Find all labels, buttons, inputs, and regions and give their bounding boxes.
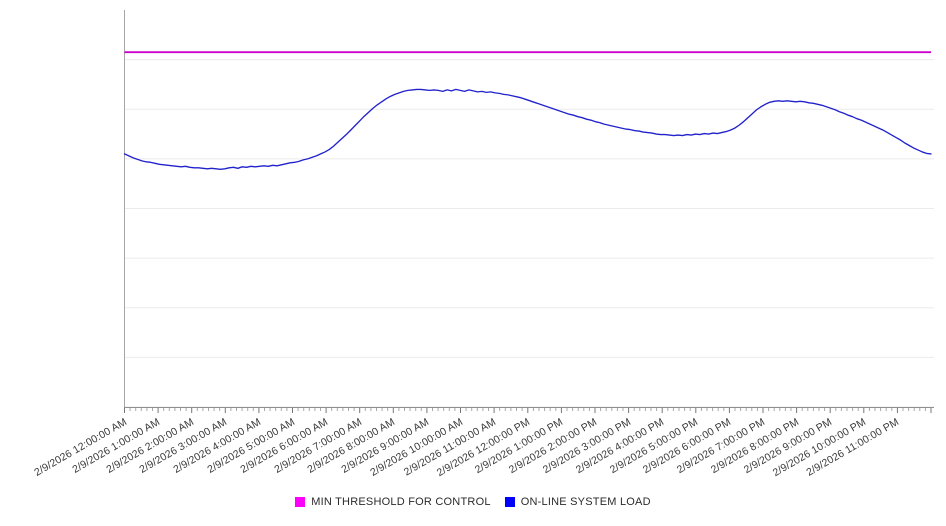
data-series — [123, 51, 932, 170]
x-axis-ticks — [124, 408, 932, 413]
gridlines — [124, 59, 934, 408]
legend-label-min-threshold: MIN THRESHOLD FOR CONTROL — [311, 496, 491, 508]
chart-legend: MIN THRESHOLD FOR CONTROL ON-LINE SYSTEM… — [0, 496, 946, 508]
series-online-system-load — [123, 88, 932, 170]
legend-label-online-system-load: ON-LINE SYSTEM LOAD — [520, 496, 651, 508]
legend-item-online-system-load[interactable]: ON-LINE SYSTEM LOAD — [504, 496, 651, 508]
legend-item-min-threshold[interactable]: MIN THRESHOLD FOR CONTROL — [295, 496, 490, 508]
legend-swatch-blue — [504, 497, 515, 507]
axis-lines — [124, 10, 934, 408]
legend-swatch-magenta — [295, 497, 306, 507]
